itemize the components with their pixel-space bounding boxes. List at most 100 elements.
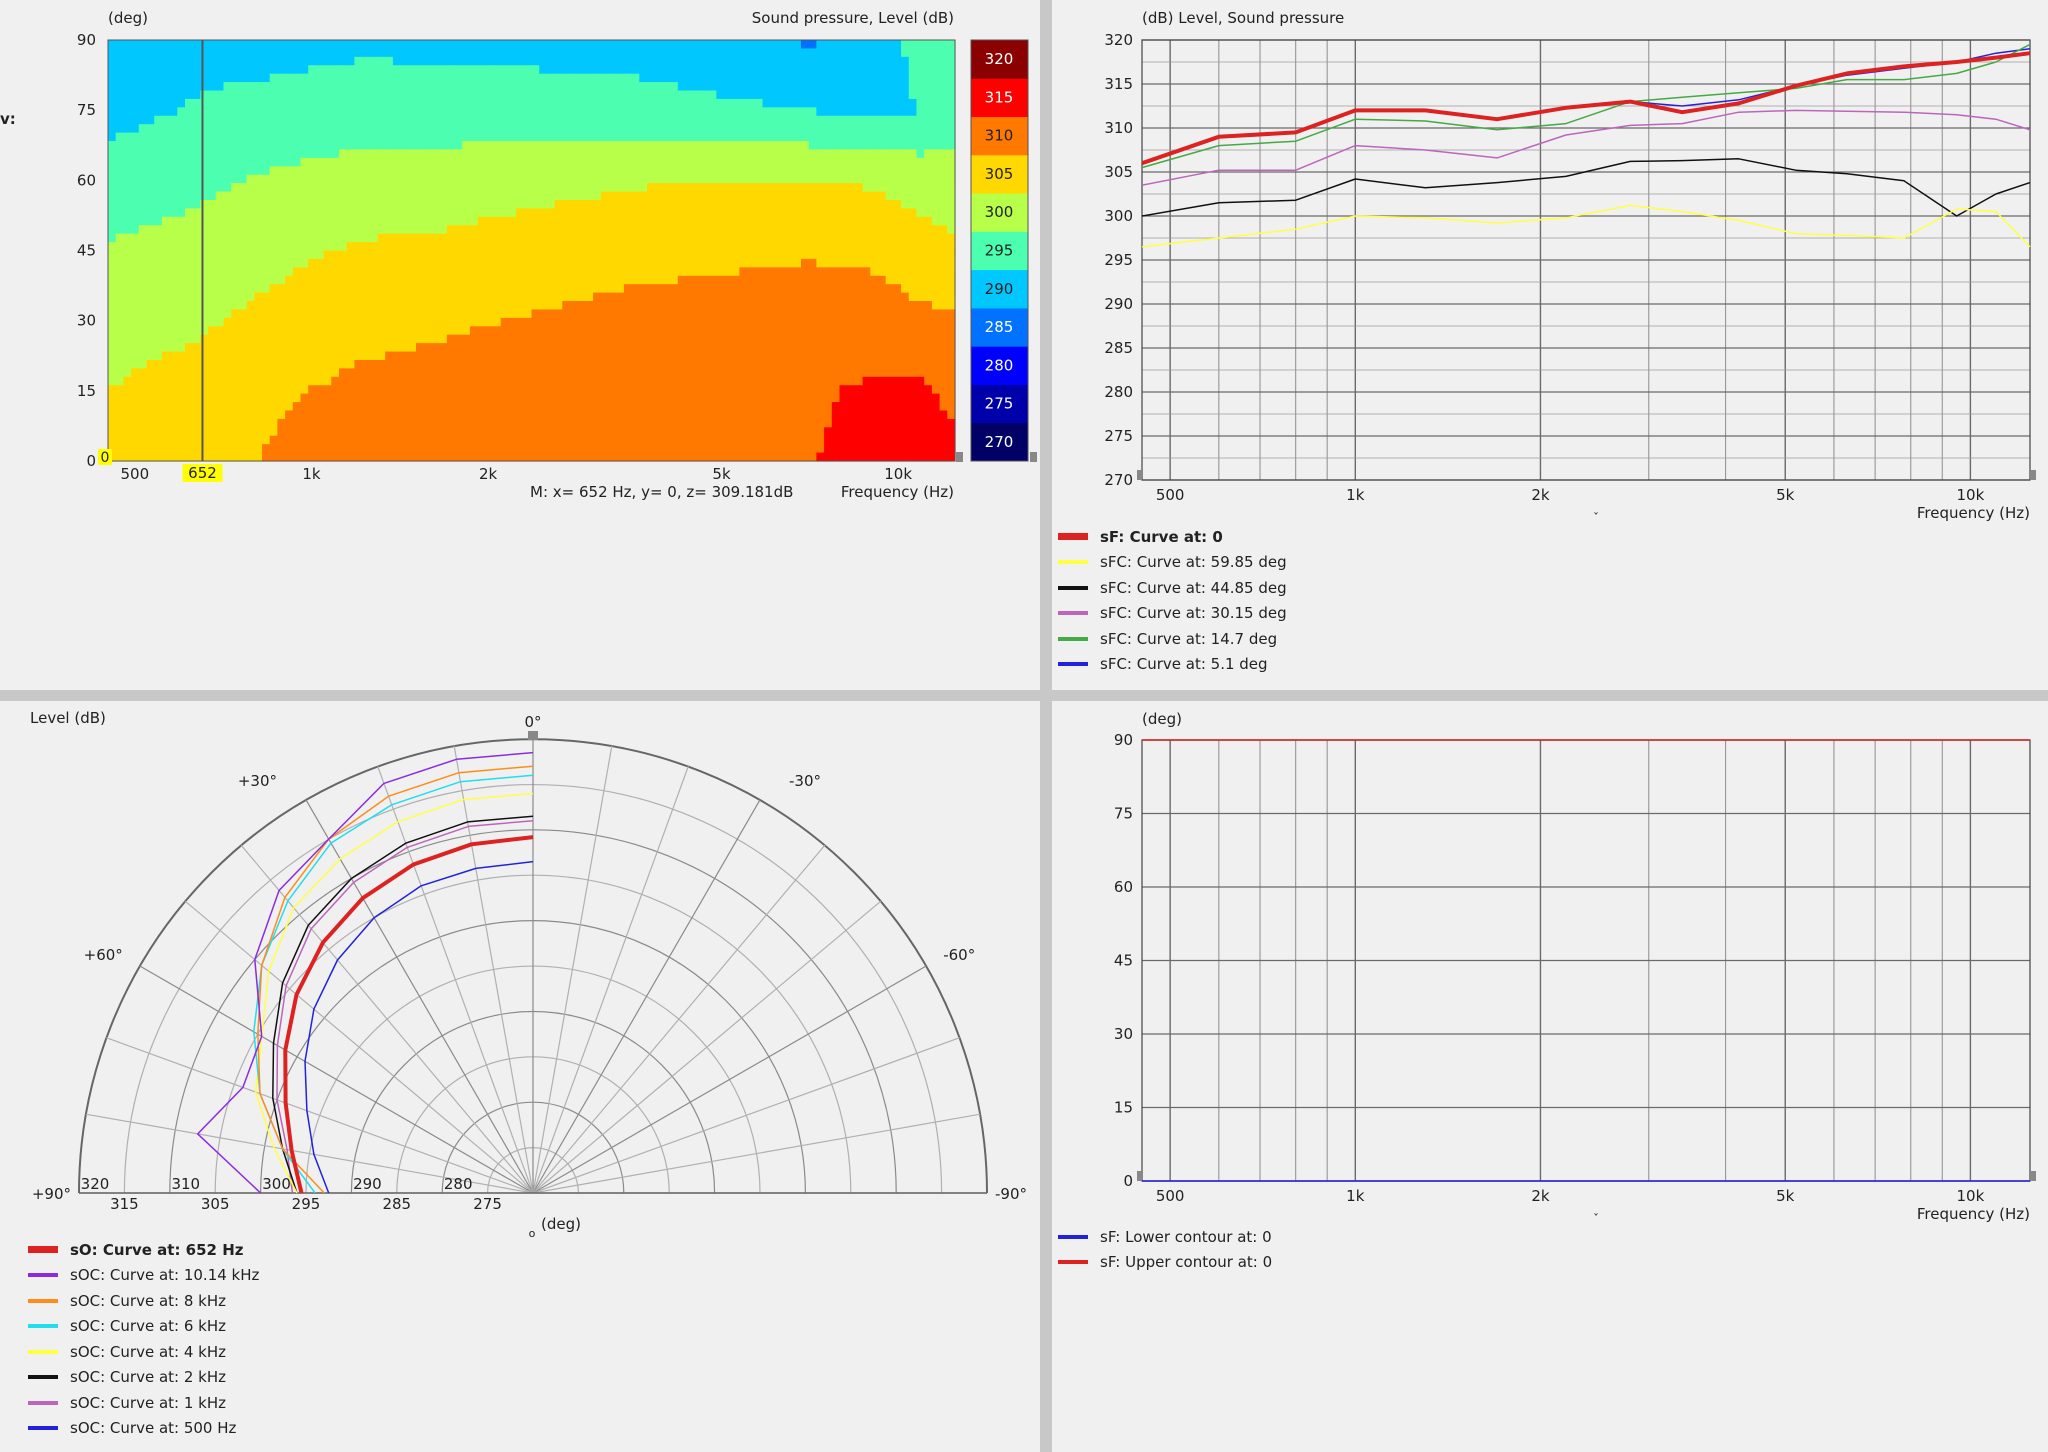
contour-cell [816,444,825,454]
contour-cell [369,435,379,445]
contour-cell [108,376,117,386]
contour-cell [493,191,502,201]
contour-cell [315,309,325,319]
contour-cell [416,402,425,412]
contour-cell [238,199,248,209]
contour-cell [839,216,848,226]
contour-cell [215,376,225,386]
contour-cell [577,326,586,336]
contour-cell [493,393,502,403]
contour-cell [616,40,625,50]
contour-cell [562,301,571,311]
contour-cell [623,309,633,319]
contour-cell [616,157,625,167]
contour-cell [269,351,278,361]
contour-cell [562,309,571,319]
contour-cell [223,107,232,117]
contour-cell [777,149,787,159]
contour-cell [354,191,363,201]
contour-cell [346,301,355,311]
contour-cell [793,410,802,420]
contour-cell [754,292,764,302]
contour-cell [523,444,533,454]
contour-cell [693,444,702,454]
contour-cell [308,258,317,268]
contour-cell [169,418,178,428]
contour-cell [485,410,494,420]
contour-cell [577,309,586,319]
contour-cell [616,418,625,428]
contour-cell [623,351,633,361]
contour-cell [215,115,225,125]
contour-cell [392,199,402,209]
contour-cell [862,418,871,428]
contour-cell [238,40,248,50]
contour-cell [377,250,386,260]
contour-cell [631,284,640,294]
contour-cell [839,199,848,209]
contour-cell [246,317,255,327]
contour-cell [146,90,155,100]
contour-cell [223,166,232,176]
contour-cell [731,216,740,226]
contour-cell [508,233,517,243]
contour-cell [816,233,825,243]
contour-cell [593,82,602,92]
contour-cell [762,343,771,353]
contour-cell [731,410,740,420]
contour-cell [346,275,355,285]
contour-cell [585,326,594,336]
contour-cell [369,368,379,378]
contour-cell [493,334,502,344]
contour-cell [423,309,432,319]
contour-cell [416,216,425,226]
contour-cell [315,216,325,226]
contour-cell [824,385,833,395]
contour-cell [639,444,648,454]
contour-cell [662,385,671,395]
contour-cell [639,233,648,243]
contour-cell [762,107,771,117]
contour-cell [616,393,625,403]
contour-cell [862,199,871,209]
contour-cell [362,73,371,83]
contour-cell [801,191,810,201]
contour-cell [801,385,810,395]
contour-cell [793,309,802,319]
contour-cell [231,317,240,327]
contour-cell [847,48,856,58]
contour-cell [724,393,733,403]
contour-cell [277,157,286,167]
contour-cell [154,56,163,66]
contour-cell [161,284,171,294]
contour-cell [469,107,479,117]
contour-cell [708,199,717,209]
contour-cell [639,292,648,302]
contour-cell [570,225,579,235]
contour-cell [377,284,386,294]
contour-cell [408,368,417,378]
contour-cell [416,208,425,218]
contour-cell [793,334,802,344]
contour-cell [192,326,201,336]
contour-cell [677,48,687,58]
contour-cell [616,343,625,353]
contour-cell [369,157,379,167]
contour-cell [500,435,509,445]
contour-cell [523,208,533,218]
contour-cell [562,258,571,268]
contour-cell [600,208,610,218]
contour-cell [700,115,710,125]
contour-cell [469,309,479,319]
contour-cell [539,183,548,193]
contour-cell [446,359,456,369]
contour-cell [600,216,610,226]
contour-cell [777,258,787,268]
contour-cell [662,317,671,327]
contour-cell [593,157,602,167]
contour-cell [508,98,517,108]
contour-cell [647,452,656,462]
contour-cell [146,435,155,445]
contour-cell [362,435,371,445]
